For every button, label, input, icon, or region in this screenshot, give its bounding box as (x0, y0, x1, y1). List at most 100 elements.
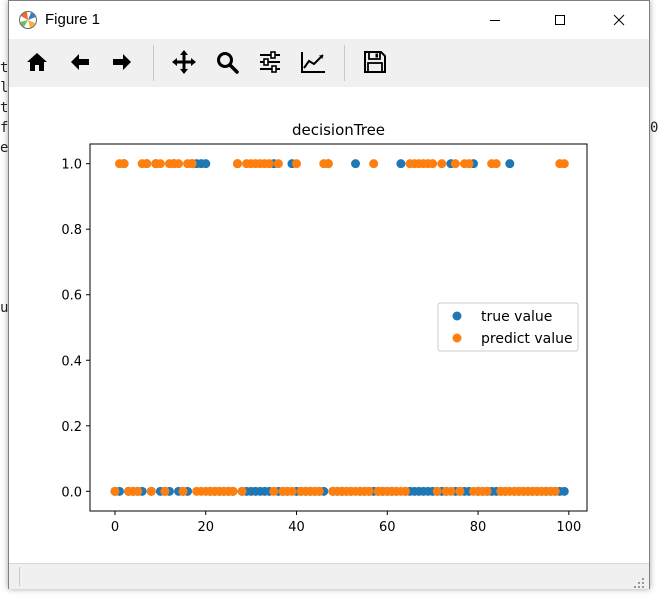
scatter-point (432, 486, 442, 496)
scatter-point (133, 486, 143, 496)
scatter-point (233, 159, 243, 169)
scatter-point (174, 159, 184, 169)
console-char: l (0, 80, 9, 96)
navigation-toolbar (9, 39, 649, 87)
scatter-point (146, 486, 156, 496)
figure-window: Figure 1 (8, 0, 650, 589)
scatter-point (287, 486, 297, 496)
scatter-point (201, 159, 211, 169)
scatter-point (455, 486, 465, 496)
background-console: t l t f e u 0 (0, 60, 658, 320)
scatter-point (559, 159, 569, 169)
pan-move-icon (171, 49, 197, 79)
toolbar-separator (153, 45, 154, 81)
status-separator (19, 567, 20, 586)
legend-box (437, 302, 579, 352)
scatter-point (155, 159, 165, 169)
scatter-point (482, 486, 492, 496)
scatter-point (559, 486, 569, 496)
pan-button[interactable] (168, 48, 200, 80)
scatter-point (369, 159, 379, 169)
scatter-point (437, 159, 447, 169)
console-char: t (0, 100, 9, 116)
console-char: e (0, 140, 9, 156)
axis-ticks: 0 20 40 60 80 100 0.0 0.2 0.4 0.6 0.8 1.0 (61, 158, 581, 535)
window-title: Figure 1 (45, 11, 101, 28)
y-tick-label: 0.8 (61, 223, 82, 238)
edit-axis-curve-icon (300, 50, 326, 78)
forward-button[interactable] (106, 48, 138, 80)
scatter-point (428, 159, 438, 169)
scatter-point (269, 486, 279, 496)
home-icon (25, 50, 49, 78)
scatter-point (323, 159, 333, 169)
scatter-point (396, 159, 406, 169)
scatter-point (450, 159, 460, 169)
scatter-point (491, 159, 501, 169)
legend: true value predict value (437, 302, 579, 352)
back-button[interactable] (64, 48, 96, 80)
zoom-button[interactable] (211, 48, 243, 80)
status-bar (9, 563, 649, 589)
series-predict-value (110, 159, 569, 496)
console-char: u (0, 300, 9, 316)
forward-arrow-icon (110, 50, 134, 78)
scatter-point (364, 486, 374, 496)
y-tick-label: 0.2 (61, 420, 82, 435)
scatter-point (446, 486, 456, 496)
x-tick-label: 40 (288, 520, 305, 535)
console-char: 0 (650, 120, 658, 136)
scatter-point (505, 159, 515, 169)
close-button[interactable] (596, 1, 642, 39)
scatter-point (264, 159, 274, 169)
scatter-point (273, 159, 283, 169)
maximize-button[interactable] (537, 1, 583, 39)
toolbar-separator (344, 45, 345, 81)
scatter-point (237, 486, 247, 496)
scatter-point (187, 159, 197, 169)
close-icon (613, 11, 625, 30)
axes-frame (89, 143, 588, 512)
legend-label-true-value: true value (481, 309, 552, 325)
y-tick-label: 0.4 (61, 354, 82, 369)
x-tick-label: 80 (470, 520, 487, 535)
figure-canvas[interactable]: decisionTree 0 20 40 60 80 100 0.0 0.2 0.4 0.6 0.8… (9, 87, 649, 563)
scatter-point (292, 159, 302, 169)
zoom-magnifier-icon (215, 50, 239, 78)
scatter-point (400, 486, 410, 496)
plot-marks (110, 159, 569, 496)
y-tick-label: 0.0 (61, 485, 82, 500)
save-floppy-icon (363, 50, 387, 78)
scatter-point (142, 159, 152, 169)
x-tick-label: 100 (556, 520, 581, 535)
console-char: t (0, 60, 9, 76)
scatter-point (351, 159, 361, 169)
matplotlib-figure-icon (18, 10, 38, 30)
minimize-button[interactable] (472, 1, 518, 39)
home-button[interactable] (21, 48, 53, 80)
save-button[interactable] (359, 48, 391, 80)
back-arrow-icon (68, 50, 92, 78)
edit-axis-button[interactable] (297, 48, 329, 80)
x-tick-label: 0 (111, 520, 119, 535)
maximize-icon (554, 11, 566, 30)
scatter-point (110, 486, 120, 496)
chart-title: decisionTree (292, 121, 385, 139)
scatter-point (178, 486, 188, 496)
scatter-point (464, 159, 474, 169)
resize-grip-icon[interactable] (633, 574, 645, 588)
legend-marker-true-value (452, 311, 462, 321)
y-tick-label: 0.6 (61, 289, 82, 304)
scatter-point (160, 486, 170, 496)
scatter-point (314, 486, 324, 496)
scatter-chart: decisionTree 0 20 40 60 80 100 0.0 0.2 0.4 0.6 0.8… (61, 121, 588, 535)
scatter-point (228, 486, 238, 496)
configure-subplots-button[interactable] (254, 48, 286, 80)
legend-marker-predict-value (452, 333, 462, 343)
minimize-icon (489, 11, 501, 30)
x-tick-label: 20 (197, 520, 214, 535)
console-char: f (0, 120, 9, 136)
y-tick-label: 1.0 (61, 158, 82, 173)
title-bar[interactable]: Figure 1 (9, 1, 649, 39)
x-tick-label: 60 (379, 520, 396, 535)
